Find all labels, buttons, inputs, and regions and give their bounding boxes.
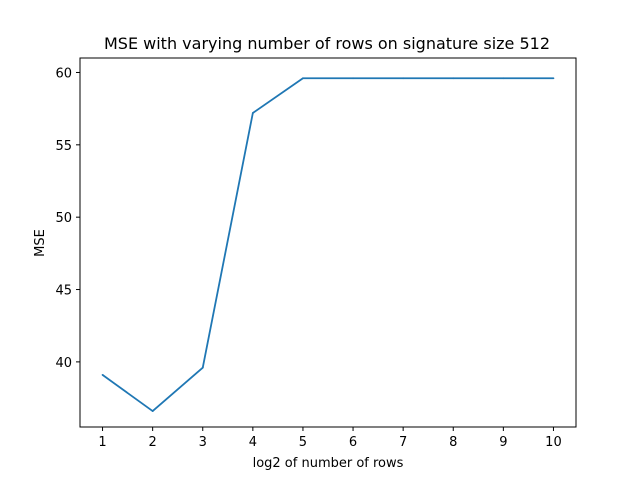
- chart-title: MSE with varying number of rows on signa…: [104, 34, 550, 53]
- x-tick-label: 5: [299, 435, 307, 450]
- x-axis-label: log2 of number of rows: [253, 456, 404, 471]
- mse-data-point: [502, 77, 505, 80]
- mse-data-point: [251, 112, 254, 114]
- mse-series-line: [102, 77, 554, 412]
- mse-data-point: [552, 77, 555, 80]
- y-tick-label: 55: [55, 139, 72, 154]
- y-tick-label: 40: [55, 356, 72, 371]
- x-tick-label: 6: [349, 435, 357, 450]
- mse-data-point: [452, 77, 455, 80]
- mse-data-point: [352, 77, 354, 80]
- x-tick-label: 2: [149, 435, 157, 450]
- y-tick-label: 45: [55, 284, 72, 299]
- x-tick-label: 9: [499, 435, 507, 450]
- mse-data-point: [302, 77, 304, 80]
- x-tick-label: 3: [199, 435, 207, 450]
- mse-data-point: [402, 77, 405, 80]
- mse-data-point: [151, 410, 154, 412]
- y-tick-label: 50: [55, 211, 72, 226]
- x-axis-ticks: 1 2 3 4 5 6 7 8 9 10: [98, 427, 562, 450]
- x-tick-label: 4: [249, 435, 257, 450]
- x-tick-label: 10: [545, 435, 562, 450]
- mse-data-point: [201, 366, 204, 369]
- x-tick-label: 1: [98, 435, 106, 450]
- plot-area: [101, 77, 555, 412]
- x-tick-label: 8: [449, 435, 457, 450]
- axes-frame: [79, 57, 577, 428]
- mse-data-point: [101, 374, 104, 376]
- y-axis-label: MSE: [33, 229, 48, 257]
- x-tick-label: 7: [399, 435, 407, 450]
- y-axis-ticks: 40 45 50 55 60: [55, 66, 80, 371]
- y-tick-label: 60: [55, 66, 72, 81]
